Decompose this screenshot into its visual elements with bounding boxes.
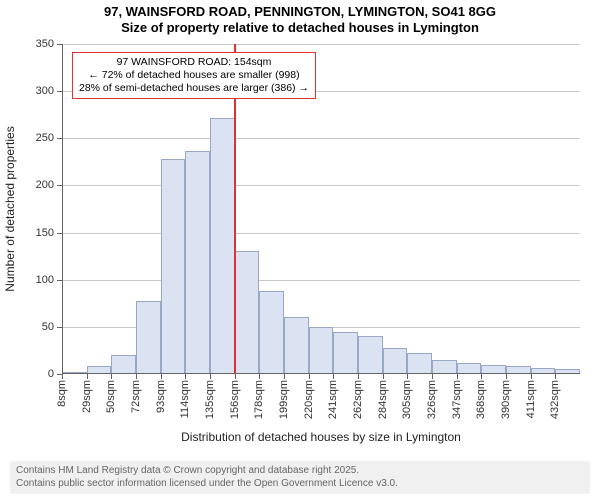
x-tick-label: 368sqm <box>475 374 487 419</box>
histogram-bar <box>407 353 432 374</box>
x-tick-label: 29sqm <box>81 374 93 413</box>
histogram-bar <box>309 327 334 374</box>
x-tick-label: 241sqm <box>327 374 339 419</box>
gridline <box>62 138 580 139</box>
annotation-box: 97 WAINSFORD ROAD: 154sqm← 72% of detach… <box>72 52 316 99</box>
x-tick-label: 284sqm <box>377 374 389 419</box>
annotation-line: ← 72% of detached houses are smaller (99… <box>79 69 309 82</box>
footer-line-1: Contains HM Land Registry data © Crown c… <box>16 465 584 478</box>
histogram-bar <box>210 118 235 374</box>
x-tick-label: 156sqm <box>229 374 241 419</box>
x-tick-label: 135sqm <box>204 374 216 419</box>
gridline <box>62 44 580 45</box>
plot-area: 0501001502002503003508sqm29sqm50sqm72sqm… <box>62 44 580 374</box>
x-tick-label: 50sqm <box>105 374 117 413</box>
chart-titles: 97, WAINSFORD ROAD, PENNINGTON, LYMINGTO… <box>0 0 600 37</box>
x-tick-label: 326sqm <box>426 374 438 419</box>
x-tick-label: 390sqm <box>500 374 512 419</box>
histogram-bar <box>383 348 408 374</box>
histogram-bar <box>358 336 383 374</box>
x-tick-label: 411sqm <box>525 374 537 418</box>
histogram-bar <box>161 159 186 374</box>
annotation-line: 97 WAINSFORD ROAD: 154sqm <box>79 56 309 69</box>
title-line-1: 97, WAINSFORD ROAD, PENNINGTON, LYMINGTO… <box>0 4 600 20</box>
x-tick-label: 72sqm <box>130 374 142 413</box>
footer-attribution: Contains HM Land Registry data © Crown c… <box>10 461 590 494</box>
x-tick-label: 262sqm <box>352 374 364 419</box>
chart-container: 97, WAINSFORD ROAD, PENNINGTON, LYMINGTO… <box>0 0 600 500</box>
x-tick-label: 114sqm <box>179 374 191 418</box>
histogram-bar <box>235 251 260 374</box>
x-axis-line <box>62 373 580 374</box>
annotation-line: 28% of semi-detached houses are larger (… <box>79 82 309 95</box>
x-tick-label: 220sqm <box>303 374 315 419</box>
histogram-bar <box>333 332 358 374</box>
x-tick-label: 432sqm <box>549 374 561 419</box>
x-tick-label: 93sqm <box>155 374 167 413</box>
gridline <box>62 280 580 281</box>
histogram-bar <box>432 360 457 374</box>
histogram-bar <box>111 355 136 374</box>
x-tick-label: 199sqm <box>278 374 290 419</box>
histogram-bar <box>136 301 161 374</box>
x-axis-title: Distribution of detached houses by size … <box>62 430 580 444</box>
x-tick-label: 178sqm <box>253 374 265 419</box>
title-line-2: Size of property relative to detached ho… <box>0 20 600 36</box>
histogram-bar <box>259 291 284 374</box>
histogram-bar <box>284 317 309 374</box>
footer-line-2: Contains public sector information licen… <box>16 478 584 491</box>
y-axis-line <box>62 44 63 374</box>
histogram-bar <box>185 151 210 374</box>
gridline <box>62 233 580 234</box>
gridline <box>62 185 580 186</box>
x-tick-label: 347sqm <box>451 374 463 419</box>
x-tick-label: 8sqm <box>56 374 68 407</box>
x-tick-label: 305sqm <box>401 374 413 419</box>
y-axis-title: Number of detached properties <box>3 126 17 291</box>
